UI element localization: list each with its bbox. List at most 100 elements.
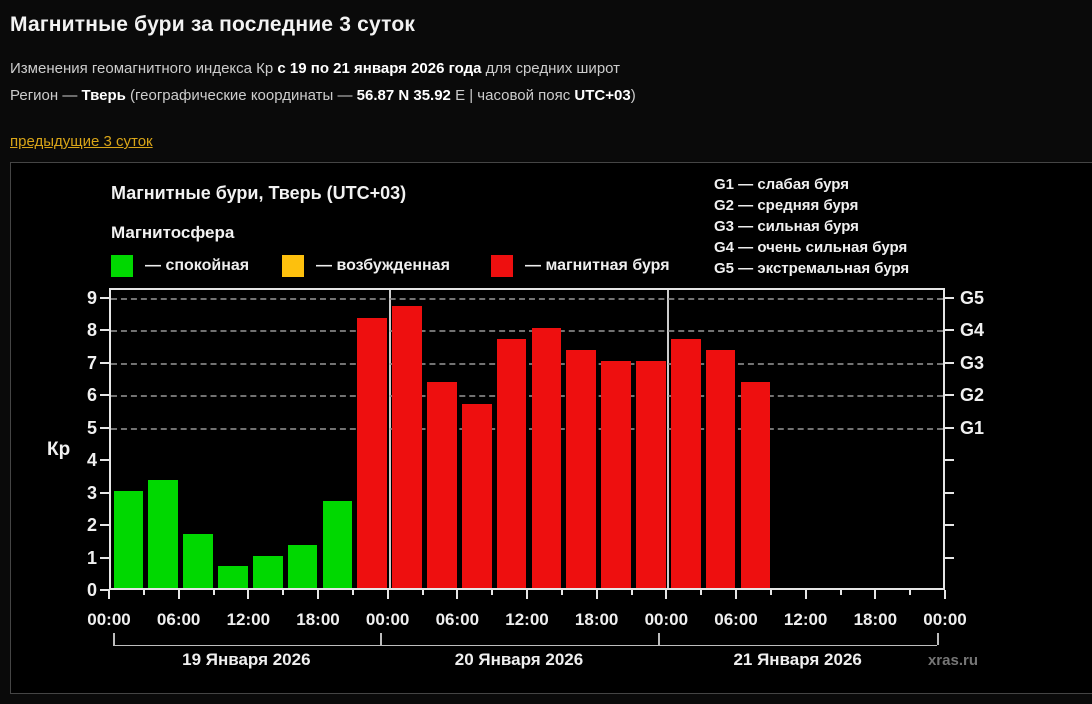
legend-label-storm: — магнитная буря (525, 257, 670, 274)
x-tick-label: 06:00 (714, 610, 758, 629)
x-axis-major-tick (247, 590, 250, 599)
x-axis-major-tick (386, 590, 389, 599)
g-legend-line: G3 — сильная буря (714, 218, 859, 235)
kp-bar (531, 328, 562, 588)
x-axis-major-tick (944, 590, 946, 599)
x-axis-major-tick (665, 590, 668, 599)
region-mid: (географические координаты — (125, 87, 357, 104)
kp-bar (705, 349, 736, 588)
y-axis-tick (100, 394, 109, 397)
right-axis-tick (945, 426, 954, 429)
x-axis-major-tick (317, 590, 319, 599)
y-axis-tick (100, 556, 109, 559)
gridline-kp-9 (111, 297, 943, 300)
plot-area (109, 288, 945, 590)
right-axis-tick (945, 556, 954, 559)
x-tick-label: 06:00 (435, 610, 480, 629)
x-tick-label: 12:00 (783, 610, 828, 629)
legend-item-quiet: — спокойная (111, 255, 249, 277)
y-tick-label-7: 7 (86, 352, 97, 373)
gridline-kp-5 (111, 427, 943, 430)
x-tick-label: 00:00 (644, 610, 689, 629)
day-bracket-line (113, 645, 937, 646)
kp-axis-label: Кр (47, 439, 71, 460)
right-axis-tick (945, 394, 954, 397)
subtitle-text: Изменения геомагнитного индекса Кр (10, 60, 278, 77)
kp-bar (670, 338, 701, 588)
y-axis-tick (100, 491, 109, 494)
region-coordinates: 56.87 N 35.92 (356, 87, 451, 104)
x-tick-label: 00:00 (923, 610, 967, 629)
x-axis-minor-tick (909, 590, 912, 595)
g-axis-label-G3: G3 (960, 352, 985, 373)
x-axis-minor-tick (282, 590, 285, 595)
kp-bar (252, 555, 283, 588)
subtitle-suffix: для средних широт (481, 60, 621, 77)
y-tick-label-2: 2 (86, 515, 97, 536)
x-axis-minor-tick (630, 590, 633, 595)
day-bracket-tick (379, 633, 382, 645)
x-axis-major-tick (108, 590, 110, 599)
x-axis-major-tick (735, 590, 737, 599)
x-tick-label: 18:00 (296, 610, 340, 629)
x-tick-label: 18:00 (574, 610, 619, 629)
x-tick-label: 12:00 (505, 610, 549, 629)
day-label: 20 Января 2026 (454, 650, 584, 669)
right-axis-tick (945, 459, 954, 462)
kp-bar (427, 382, 457, 588)
kp-bar (461, 403, 492, 588)
right-axis-tick (945, 524, 954, 527)
y-axis-tick (100, 589, 109, 591)
y-axis-tick (100, 361, 109, 364)
y-axis-tick (100, 524, 109, 527)
y-tick-label-1: 1 (86, 547, 97, 568)
x-axis-major-tick (177, 590, 180, 599)
day-bracket-tick (937, 633, 939, 645)
kp-bar (566, 349, 597, 588)
x-axis-minor-tick (142, 590, 145, 595)
right-axis-tick (945, 491, 954, 494)
magnetosphere-legend-title: Магнитосфера (111, 223, 235, 242)
region-close: ) (630, 87, 636, 104)
y-axis-tick (100, 296, 109, 299)
x-axis-minor-tick (769, 590, 772, 595)
kp-bar (287, 544, 318, 588)
chart-title: Магнитные бури, Тверь (UTC+03) (111, 183, 407, 203)
right-axis-tick (945, 296, 954, 299)
g-legend-line: G4 — очень сильная буря (714, 239, 908, 256)
g-scale-legend: G1 — слабая буря G2 — средняя буря G3 — си… (714, 174, 909, 279)
right-axis-tick (945, 361, 954, 364)
storm-color-swatch (491, 255, 513, 277)
previous-3-days-link[interactable]: предыдущие 3 суток (10, 133, 153, 150)
legend-label-excited: — возбужденная (316, 257, 450, 274)
subtitle-line: Изменения геомагнитного индекса Кр с 19 … (10, 60, 620, 77)
x-axis-major-tick (595, 590, 598, 599)
page-title: Магнитные бури за последние 3 суток (10, 13, 416, 36)
region-name: Тверь (81, 87, 126, 104)
x-axis-major-tick (526, 590, 528, 599)
subtitle-dates: с 19 по 21 января 2026 года (277, 60, 482, 77)
excited-color-swatch (282, 255, 304, 277)
kp-bar (218, 566, 248, 588)
kp-bar (148, 479, 179, 588)
x-axis-minor-tick (560, 590, 563, 595)
y-tick-label-3: 3 (86, 482, 97, 503)
gridline-kp-8 (111, 330, 943, 333)
region-coords-suffix: E | часовой пояс (450, 87, 575, 104)
gridline-kp-6 (111, 395, 943, 398)
x-axis-minor-tick (491, 590, 494, 595)
day-bracket-tick (113, 633, 115, 645)
kp-bar (636, 360, 666, 588)
day-separator (388, 290, 391, 588)
y-tick-label-6: 6 (86, 385, 97, 406)
kp-bar (322, 501, 353, 588)
kp-bar (740, 382, 771, 588)
region-timezone: UTC+03 (574, 87, 631, 104)
g-legend-line: G2 — средняя буря (714, 197, 859, 214)
x-tick-label: 00:00 (87, 610, 131, 629)
day-bracket-tick (658, 633, 661, 645)
kp-bar (496, 338, 527, 588)
region-prefix: Регион — (10, 87, 82, 104)
x-axis-minor-tick (351, 590, 354, 595)
gridline-kp-7 (111, 362, 943, 365)
